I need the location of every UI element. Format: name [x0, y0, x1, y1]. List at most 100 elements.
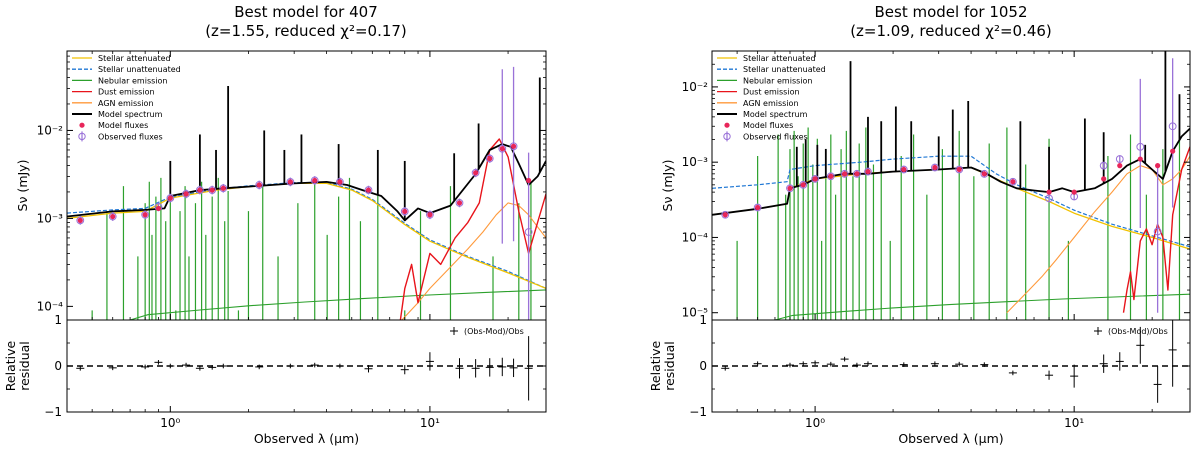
residual-axis-label: residual: [662, 341, 677, 391]
observed-flux-point: [811, 174, 819, 183]
observed-flux-point: [485, 154, 494, 163]
x-tick-label: 10¹: [420, 416, 440, 430]
legend-entry: Model spectrum: [72, 110, 163, 119]
model-flux-point: [956, 166, 962, 173]
chart-subtitle: (z=1.09, reduced χ²=0.46): [850, 22, 1052, 40]
observed-flux-point: [864, 167, 872, 176]
legend-entry: Nebular emission: [72, 76, 167, 85]
model-flux-point: [1155, 163, 1161, 169]
observed-flux-point: [141, 210, 150, 219]
observed-flux-point: [524, 228, 533, 236]
x-axis-label: Observed λ (μm): [254, 431, 359, 446]
observed-flux-point: [166, 194, 175, 203]
chart-panel-2: Best model for 1052(z=1.09, reduced χ²=0…: [648, 3, 1191, 446]
legend-entry: Observed fluxes: [78, 131, 163, 142]
legend-entry: Stellar unattenuated: [72, 65, 181, 74]
legend-marker: [79, 122, 85, 128]
residual-tick-label: 1: [699, 313, 707, 327]
y-tick-label: 10⁻⁴: [682, 230, 709, 244]
model-flux-point: [901, 166, 907, 173]
observed-flux-point: [1136, 142, 1145, 151]
observed-flux-point: [1115, 155, 1124, 163]
legend-label: Stellar unattenuated: [98, 65, 181, 74]
main-plot-area: [712, 51, 1190, 320]
residual-axis-label: Relative: [648, 340, 663, 391]
model-flux-point: [828, 173, 834, 179]
model-flux-point: [1170, 148, 1176, 154]
legend-label: Observed fluxes: [98, 132, 163, 141]
observed-flux-point: [182, 189, 190, 198]
model-flux-point: [755, 204, 761, 211]
model-flux-point: [812, 176, 818, 182]
legend-entry: AGN emission: [72, 99, 154, 108]
legend-label: Model spectrum: [98, 110, 163, 119]
nebular-continuum: [129, 289, 546, 320]
y-tick-label: 10⁻³: [37, 211, 64, 225]
model-flux-point: [1071, 189, 1077, 195]
model-flux-point: [800, 182, 806, 188]
model-flux-point: [865, 168, 871, 175]
x-axis-label: Observed λ (μm): [898, 431, 1003, 446]
observed-flux-point: [335, 178, 344, 186]
y-axis-label: Sν (mJy): [660, 160, 675, 212]
y-tick-label: 10⁻²: [682, 80, 709, 94]
chart-title: Best model for 407: [234, 3, 377, 21]
series-line-agn-emission: [1006, 155, 1190, 314]
model-flux-point: [473, 170, 479, 176]
model-flux-point: [1117, 163, 1123, 169]
legend-entry: AGN emission: [717, 99, 799, 108]
model-flux-point: [77, 217, 83, 223]
model-flux-point: [787, 185, 793, 191]
legend-entry: Dust emission: [717, 88, 800, 97]
observed-flux-point: [799, 180, 808, 189]
residual-legend-label: (Obs-Mod)/Obs: [1108, 327, 1168, 336]
observed-flux-point: [310, 176, 319, 185]
observed-flux-point: [255, 181, 264, 189]
residual-tick-label: −1: [689, 405, 707, 419]
legend-entry: Stellar unattenuated: [717, 65, 826, 74]
residual-axis-label: Relative: [3, 340, 18, 391]
model-flux-point: [402, 208, 408, 215]
observed-flux-point: [1153, 227, 1162, 236]
model-flux-point: [1101, 176, 1107, 182]
model-flux-point: [854, 171, 860, 177]
series-line-stellar-unattenuated: [712, 155, 1190, 248]
model-flux-point: [312, 177, 318, 184]
legend-entry: Model fluxes: [79, 121, 148, 130]
observed-flux-point: [930, 163, 939, 172]
model-flux-point: [456, 200, 463, 206]
series-line-stellar-unattenuated: [67, 182, 546, 289]
model-flux-point: [287, 179, 293, 185]
observed-flux-point: [208, 186, 217, 194]
legend-label: AGN emission: [743, 99, 799, 108]
observed-flux-point: [364, 186, 373, 194]
legend-entry: Stellar attenuated: [72, 54, 171, 63]
observed-flux-point: [286, 178, 295, 186]
model-flux-point: [510, 143, 517, 149]
model-flux-point: [142, 212, 148, 218]
model-flux-point: [337, 179, 343, 185]
legend-entry: Stellar attenuated: [717, 54, 816, 63]
legend-marker: [723, 132, 731, 141]
legend-label: Dust emission: [743, 88, 800, 97]
model-flux-point: [842, 171, 848, 177]
legend-label: Model spectrum: [743, 110, 808, 119]
observed-flux-point: [852, 169, 861, 178]
legend-label: Model fluxes: [743, 121, 793, 130]
y-tick-label: 10⁻³: [682, 155, 709, 169]
observed-flux-point: [509, 142, 518, 151]
observed-flux-point: [1045, 194, 1053, 203]
observed-flux-point: [108, 212, 117, 221]
model-flux-point: [722, 212, 728, 218]
series-line-agn-emission: [401, 202, 546, 320]
observed-flux-point: [826, 172, 835, 181]
legend-label: Dust emission: [98, 88, 155, 97]
chart-panel-1: Best model for 407(z=1.55, reduced χ²=0.…: [3, 3, 547, 446]
series-line-model-spectrum: [67, 143, 546, 222]
residual-tick-label: −1: [44, 405, 62, 419]
residual-plot-area: [721, 320, 1177, 403]
series-line-model-spectrum: [712, 127, 1190, 216]
legend-marker: [78, 132, 86, 141]
model-flux-point: [932, 164, 938, 171]
y-tick-label: 10⁻⁵: [682, 306, 709, 320]
